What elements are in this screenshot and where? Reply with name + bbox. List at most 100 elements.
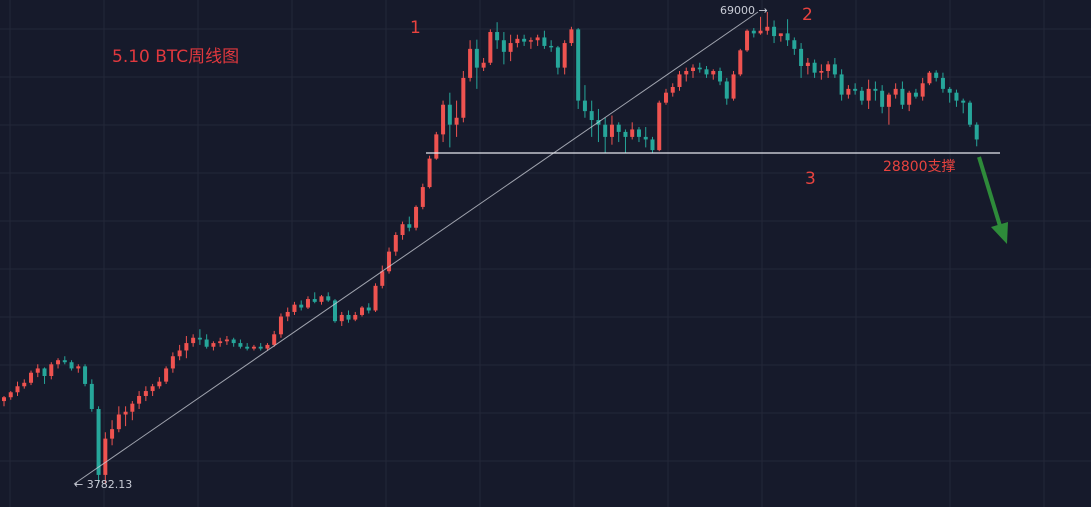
candle-body xyxy=(711,70,716,75)
candle-body xyxy=(2,397,6,402)
candle-body xyxy=(542,37,547,46)
candle xyxy=(164,366,169,384)
candle-body xyxy=(508,43,513,52)
candle xyxy=(501,32,506,65)
candle-body xyxy=(420,187,425,207)
candle xyxy=(562,40,567,75)
candle-body xyxy=(576,29,581,101)
candle xyxy=(704,65,709,78)
candle-body xyxy=(913,92,918,97)
candle xyxy=(157,377,162,389)
candle xyxy=(954,89,959,107)
candle-body xyxy=(751,30,756,34)
candle-body xyxy=(299,304,304,308)
candle-body xyxy=(278,316,283,335)
candle-body xyxy=(643,136,648,140)
candle-body xyxy=(468,48,473,78)
candle-body xyxy=(380,271,385,286)
candle-body xyxy=(251,346,256,349)
candle-body xyxy=(839,74,844,95)
candle-body xyxy=(83,366,88,384)
candle-body xyxy=(447,104,452,125)
candle xyxy=(29,370,34,386)
candle xyxy=(22,379,27,389)
candle xyxy=(873,81,878,101)
candle xyxy=(893,83,898,99)
candle-body xyxy=(657,102,662,151)
candle xyxy=(400,221,405,240)
candle-body xyxy=(765,26,770,31)
candle xyxy=(83,364,88,387)
candle-body xyxy=(177,350,182,357)
candle-body xyxy=(724,81,729,99)
candle-body xyxy=(819,70,824,73)
candle xyxy=(596,108,601,143)
candle xyxy=(326,292,331,302)
candle-body xyxy=(285,311,290,317)
candle-body xyxy=(495,32,500,41)
candle xyxy=(684,67,689,82)
candle xyxy=(508,34,513,62)
candle xyxy=(62,356,67,365)
candle-body xyxy=(332,300,337,322)
candle-body xyxy=(812,62,817,73)
candle xyxy=(258,343,263,351)
candle xyxy=(589,100,594,137)
candle-body xyxy=(35,368,40,373)
candle xyxy=(468,40,473,82)
candle xyxy=(292,301,297,315)
candle-body xyxy=(42,368,47,377)
candle xyxy=(56,358,61,369)
candle-body xyxy=(954,92,959,101)
candle xyxy=(42,367,47,384)
candle xyxy=(745,29,750,52)
candle xyxy=(299,300,304,311)
candle xyxy=(332,299,337,323)
candle-body xyxy=(461,77,466,118)
candle-body xyxy=(718,70,723,82)
candle-body xyxy=(441,104,446,135)
candle xyxy=(555,45,560,75)
candle xyxy=(549,40,554,52)
candle xyxy=(927,70,932,86)
candle-body xyxy=(846,88,851,95)
candle-body xyxy=(123,411,128,415)
candle xyxy=(772,20,777,44)
candle xyxy=(2,395,6,407)
candle xyxy=(576,28,581,109)
candle xyxy=(245,343,250,351)
candle-body xyxy=(582,100,587,112)
candle-body xyxy=(245,346,250,349)
candle-body xyxy=(238,343,243,347)
candle-body xyxy=(454,117,459,125)
candle-body xyxy=(387,251,392,272)
projection-arrow-shaft xyxy=(977,156,1002,227)
candle xyxy=(582,85,587,118)
candle xyxy=(312,292,317,304)
wave-2-label: 2 xyxy=(802,5,813,25)
candle-body xyxy=(427,158,432,188)
candle xyxy=(434,131,439,160)
candle-body xyxy=(826,64,831,71)
candle-body xyxy=(691,67,696,71)
candle-body xyxy=(873,88,878,91)
candle xyxy=(812,59,817,78)
candle-body xyxy=(934,72,939,78)
candle xyxy=(670,83,675,97)
candle-body xyxy=(231,339,236,344)
candle-body xyxy=(731,74,736,99)
candle xyxy=(677,70,682,91)
candle xyxy=(387,247,392,274)
candle-body xyxy=(157,381,162,387)
candle xyxy=(407,216,412,232)
high-price-label: 69000 → xyxy=(720,4,768,17)
candle-body xyxy=(272,334,277,345)
candle-body xyxy=(400,224,405,235)
candle xyxy=(285,307,290,322)
candle-body xyxy=(967,102,972,125)
trendline xyxy=(73,11,759,485)
candle xyxy=(103,432,108,484)
candle-body xyxy=(265,344,270,349)
candle-body xyxy=(501,40,506,52)
candle-body xyxy=(880,90,885,107)
